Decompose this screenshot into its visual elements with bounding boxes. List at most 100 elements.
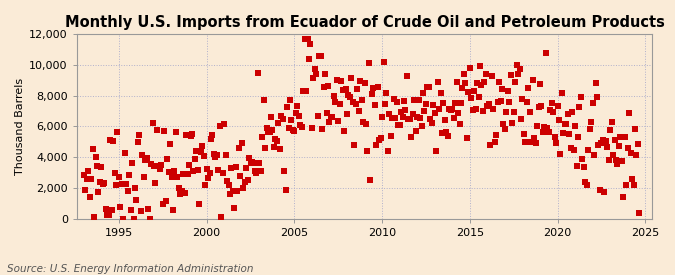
Point: [232, 189, 243, 193]
Point: [102, 213, 113, 217]
Point: [526, 140, 537, 144]
Point: [305, 42, 316, 46]
Point: [138, 175, 149, 179]
Point: [504, 100, 514, 105]
Point: [545, 108, 556, 112]
Point: [467, 108, 478, 112]
Point: [364, 60, 375, 65]
Point: [410, 129, 421, 134]
Point: [506, 72, 516, 77]
Point: [438, 101, 449, 105]
Point: [555, 152, 566, 156]
Point: [421, 102, 431, 107]
Point: [335, 79, 346, 83]
Point: [313, 114, 323, 118]
Point: [323, 84, 333, 88]
Point: [576, 95, 587, 100]
Point: [568, 148, 579, 152]
Point: [590, 80, 601, 85]
Point: [558, 131, 569, 135]
Point: [443, 134, 454, 139]
Point: [216, 214, 227, 219]
Point: [121, 182, 132, 186]
Point: [560, 122, 570, 126]
Point: [477, 109, 488, 113]
Point: [350, 101, 361, 106]
Point: [178, 172, 188, 177]
Point: [507, 121, 518, 126]
Point: [482, 104, 493, 109]
Point: [93, 190, 104, 194]
Point: [512, 72, 523, 76]
Point: [581, 182, 592, 187]
Point: [83, 169, 94, 173]
Point: [190, 157, 200, 162]
Point: [327, 115, 338, 119]
Point: [230, 165, 241, 170]
Point: [524, 110, 535, 114]
Point: [223, 183, 234, 187]
Point: [229, 206, 240, 211]
Point: [539, 125, 549, 130]
Point: [213, 168, 223, 173]
Point: [117, 182, 128, 187]
Point: [285, 98, 296, 102]
Point: [175, 192, 186, 196]
Point: [406, 135, 416, 139]
Point: [616, 158, 627, 163]
Point: [457, 86, 468, 90]
Point: [255, 169, 266, 173]
Point: [403, 117, 414, 121]
Point: [621, 183, 632, 187]
Point: [529, 135, 539, 140]
Point: [541, 51, 551, 55]
Point: [184, 163, 194, 167]
Point: [318, 85, 329, 89]
Point: [204, 170, 215, 175]
Point: [434, 106, 445, 111]
Point: [269, 145, 279, 149]
Point: [453, 111, 464, 116]
Point: [543, 130, 554, 134]
Point: [479, 80, 490, 84]
Point: [251, 171, 262, 175]
Point: [536, 104, 547, 109]
Point: [80, 188, 90, 192]
Point: [394, 123, 405, 128]
Point: [353, 109, 364, 113]
Point: [238, 186, 248, 190]
Point: [429, 111, 440, 115]
Point: [570, 123, 580, 128]
Point: [371, 143, 381, 147]
Point: [217, 171, 228, 175]
Point: [533, 105, 544, 109]
Point: [160, 199, 171, 204]
Point: [585, 127, 595, 131]
Point: [127, 161, 138, 165]
Point: [422, 85, 433, 89]
Point: [176, 189, 187, 193]
Point: [608, 153, 618, 157]
Point: [235, 174, 246, 178]
Point: [602, 145, 613, 149]
Point: [379, 101, 390, 106]
Point: [288, 128, 298, 133]
Point: [103, 213, 114, 217]
Point: [408, 112, 418, 117]
Point: [267, 128, 278, 132]
Point: [634, 211, 645, 215]
Point: [200, 183, 211, 188]
Point: [591, 95, 602, 99]
Point: [586, 120, 597, 124]
Point: [431, 148, 441, 153]
Point: [596, 141, 607, 145]
Point: [131, 198, 142, 202]
Point: [547, 110, 558, 115]
Point: [511, 62, 522, 67]
Point: [105, 138, 115, 142]
Point: [530, 141, 541, 145]
Point: [274, 146, 285, 151]
Point: [192, 168, 203, 172]
Point: [458, 72, 469, 77]
Point: [561, 122, 572, 127]
